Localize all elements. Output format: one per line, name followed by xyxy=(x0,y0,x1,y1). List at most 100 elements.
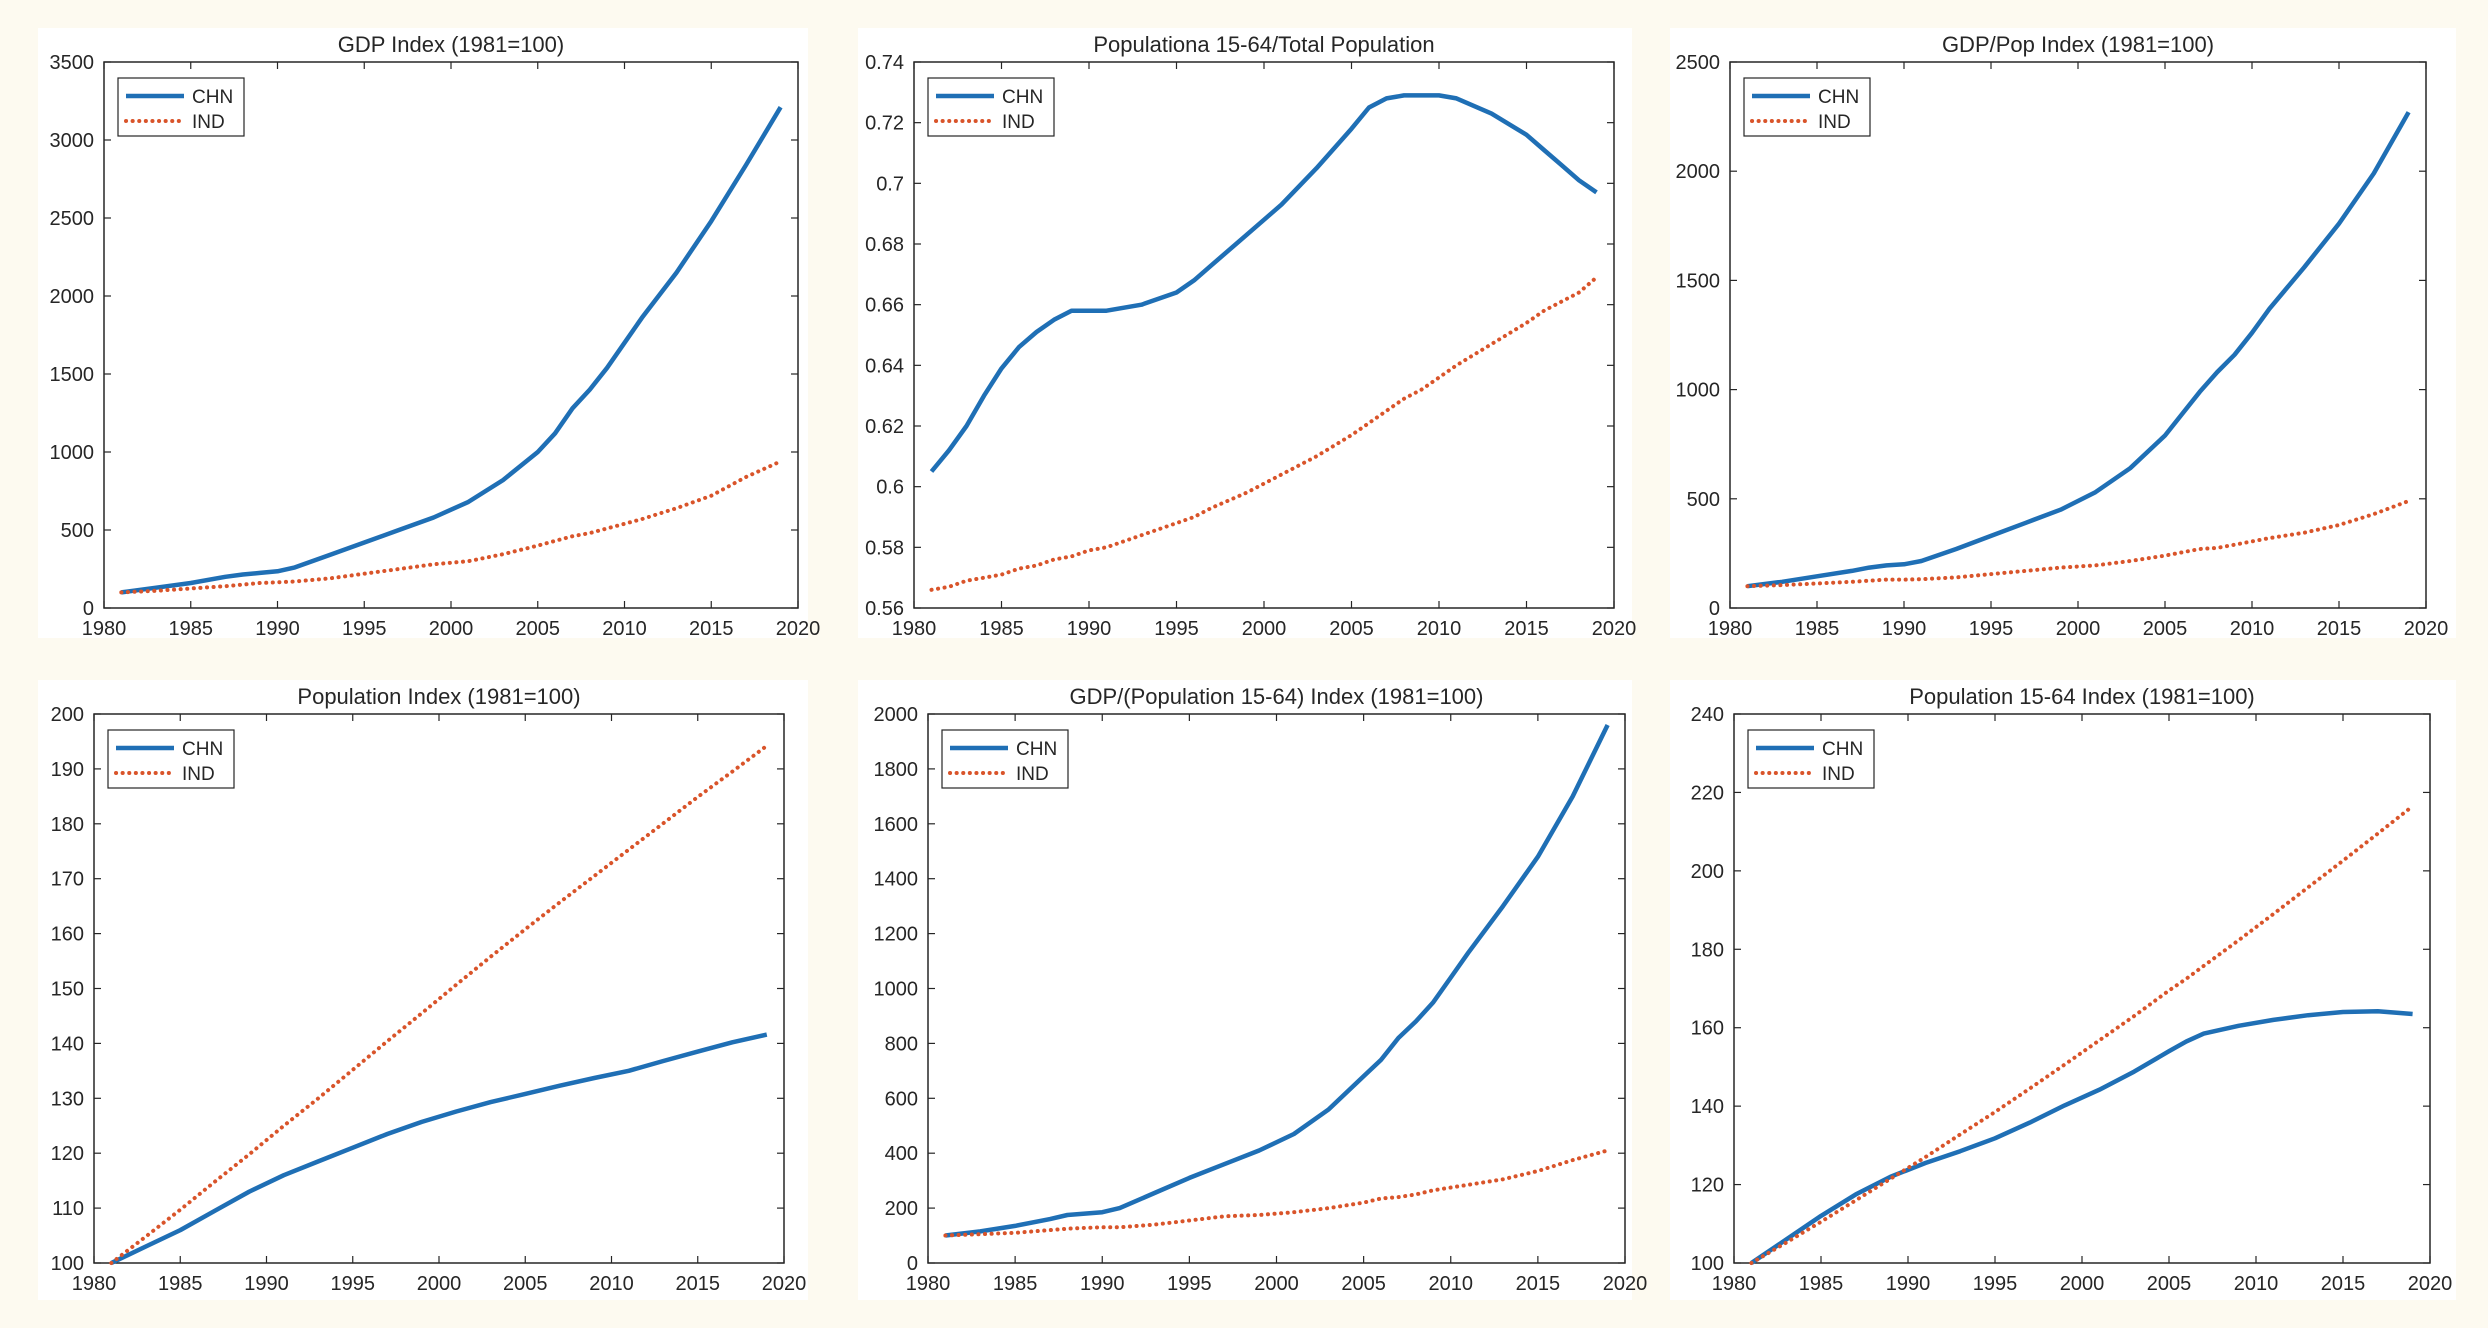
x-tick-label: 2000 xyxy=(2056,618,2101,640)
x-tick-label: 2015 xyxy=(676,1273,721,1295)
x-tick-label: 2010 xyxy=(2230,618,2275,640)
y-tick-label: 0.6 xyxy=(876,477,904,499)
x-tick-label: 2005 xyxy=(1341,1273,1386,1295)
plot-area xyxy=(1729,61,2427,609)
y-tick-label: 2000 xyxy=(50,286,95,308)
x-tick-label: 2000 xyxy=(417,1273,462,1295)
x-tick-label: 2015 xyxy=(1516,1273,1561,1295)
x-tick-label: 1985 xyxy=(169,618,214,640)
y-tick-label: 1000 xyxy=(50,442,95,464)
x-tick-label: 1990 xyxy=(1067,618,1112,640)
y-tick-label: 600 xyxy=(885,1088,918,1110)
chart-title: Population 15-64 Index (1981=100) xyxy=(1909,684,2255,709)
y-tick-label: 190 xyxy=(51,759,84,781)
x-tick-label: 1980 xyxy=(72,1273,117,1295)
plot-area xyxy=(927,713,1626,1264)
x-tick-label: 2005 xyxy=(2147,1273,2192,1295)
x-tick-label: 2020 xyxy=(2404,618,2449,640)
series-line-chn xyxy=(110,1032,768,1266)
y-tick-label: 0.62 xyxy=(865,416,904,438)
x-tick-label: 2020 xyxy=(2408,1273,2453,1295)
x-tick-label: 1995 xyxy=(1167,1273,1212,1295)
y-tick-label: 0 xyxy=(1709,598,1720,620)
plot-area xyxy=(93,713,785,1264)
chart-panel-3: GDP/Pop Index (1981=100) 1980 1985 1990 1995… xyxy=(1670,28,2456,640)
x-tick-label: 1980 xyxy=(906,1273,951,1295)
y-tick-label: 150 xyxy=(51,979,84,1001)
legend-label-ind: IND xyxy=(1822,764,1855,785)
x-tick-label: 1985 xyxy=(1795,618,1840,640)
x-tick-label: 1985 xyxy=(979,618,1024,640)
plot-area xyxy=(913,61,1615,609)
x-tick-label: 2000 xyxy=(1242,618,1287,640)
y-tick-label: 140 xyxy=(1691,1096,1724,1118)
y-tick-label: 160 xyxy=(51,924,84,946)
series-line-ind xyxy=(119,459,783,595)
y-tick-label: 0.72 xyxy=(865,113,904,135)
y-tick-label: 2000 xyxy=(1676,161,1721,183)
y-tick-label: 1000 xyxy=(874,979,919,1001)
y-tick-label: 0 xyxy=(83,598,94,620)
y-tick-label: 100 xyxy=(1691,1253,1724,1275)
y-tick-label: 1600 xyxy=(874,814,919,836)
y-tick-label: 3000 xyxy=(50,130,95,152)
x-tick-label: 2020 xyxy=(762,1273,807,1295)
x-tick-label: 2010 xyxy=(2234,1273,2279,1295)
y-tick-label: 0.74 xyxy=(865,52,904,74)
y-tick-label: 0.68 xyxy=(865,234,904,256)
x-tick-label: 2000 xyxy=(1254,1273,1299,1295)
legend-label-ind: IND xyxy=(1818,112,1851,133)
y-tick-label: 130 xyxy=(51,1088,84,1110)
series-line-ind xyxy=(109,743,769,1265)
x-tick-label: 1980 xyxy=(1708,618,1753,640)
y-tick-label: 200 xyxy=(1691,861,1724,883)
y-tick-label: 180 xyxy=(1691,939,1724,961)
chart-title: Populationa 15-64/Total Population xyxy=(1093,32,1434,57)
series-line-ind xyxy=(1745,499,2411,589)
plot-area xyxy=(103,61,799,609)
y-tick-label: 1500 xyxy=(50,364,95,386)
legend-label-chn: CHN xyxy=(182,739,223,760)
y-tick-label: 220 xyxy=(1691,782,1724,804)
legend-box xyxy=(1743,77,1871,137)
y-tick-label: 1400 xyxy=(874,869,919,891)
chart-panel-2: Populationa 15-64/Total Population 1980 19… xyxy=(858,28,1636,640)
y-tick-label: 180 xyxy=(51,814,84,836)
series-line-ind xyxy=(929,275,1599,592)
y-tick-label: 500 xyxy=(1687,489,1720,511)
x-tick-label: 1985 xyxy=(1799,1273,1844,1295)
chart-title: Population Index (1981=100) xyxy=(297,684,580,709)
x-tick-label: 2010 xyxy=(1429,1273,1474,1295)
legend-label-ind: IND xyxy=(192,112,225,133)
x-tick-label: 1990 xyxy=(1882,618,1927,640)
legend-label-chn: CHN xyxy=(192,87,233,108)
y-tick-label: 1000 xyxy=(1676,380,1721,402)
x-tick-label: 2015 xyxy=(2317,618,2362,640)
series-line-chn xyxy=(120,106,783,595)
y-tick-label: 3500 xyxy=(50,52,95,74)
x-tick-label: 2005 xyxy=(503,1273,548,1295)
y-tick-label: 500 xyxy=(61,520,94,542)
x-tick-label: 2020 xyxy=(776,618,821,640)
y-tick-label: 100 xyxy=(51,1253,84,1275)
x-tick-label: 2000 xyxy=(2060,1273,2105,1295)
plot-area xyxy=(1733,713,2431,1264)
x-tick-label: 1980 xyxy=(1712,1273,1757,1295)
y-tick-label: 1800 xyxy=(874,759,919,781)
y-tick-label: 2500 xyxy=(1676,52,1721,74)
y-tick-label: 110 xyxy=(52,1198,84,1220)
legend-label-chn: CHN xyxy=(1016,739,1057,760)
x-tick-label: 2015 xyxy=(1504,618,1549,640)
y-tick-label: 1500 xyxy=(1676,270,1721,292)
x-tick-label: 1990 xyxy=(1886,1273,1931,1295)
x-tick-label: 1980 xyxy=(82,618,127,640)
x-tick-label: 2020 xyxy=(1592,618,1637,640)
x-tick-label: 2010 xyxy=(602,618,647,640)
series-line-chn xyxy=(929,93,1598,473)
x-tick-label: 1985 xyxy=(993,1273,1038,1295)
x-tick-label: 2010 xyxy=(589,1273,634,1295)
legend-label-chn: CHN xyxy=(1818,87,1859,108)
x-tick-label: 1995 xyxy=(1154,618,1199,640)
x-tick-label: 2020 xyxy=(1603,1273,1648,1295)
